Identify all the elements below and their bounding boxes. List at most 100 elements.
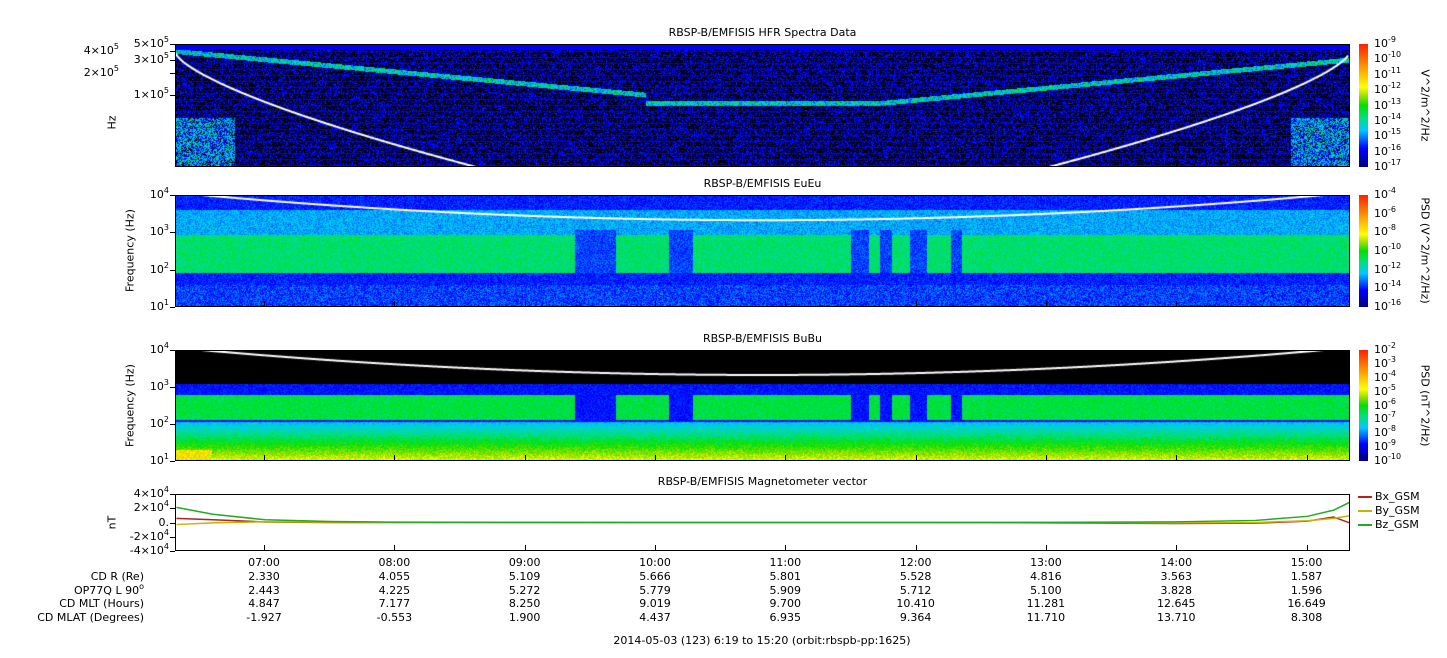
tick-exponent: -10 [1388, 452, 1402, 461]
tick-exponent: -15 [1388, 127, 1402, 137]
y-tick-mark [170, 536, 175, 538]
spectrogram-image [176, 351, 1349, 460]
x-tick-label: 11:00 [769, 556, 802, 569]
tick-exponent: -6 [1388, 396, 1396, 406]
colorbar-tick-label: 10-11 [1374, 66, 1401, 81]
ephemeris-value: 11.710 [1026, 610, 1066, 624]
colorbar-tick-label: 10-10 [1374, 452, 1402, 467]
tick-exponent: -16 [1388, 142, 1402, 152]
tick-exponent: -10 [1388, 242, 1402, 251]
y-tick-mark [170, 307, 175, 308]
tick-exponent: 5 [113, 42, 119, 52]
colorbar-tick-label: 10-15 [1374, 127, 1402, 142]
y-tick-label: 2×104 [99, 500, 169, 514]
ephemeris-value: 3.563 [1160, 570, 1193, 583]
tick-exponent: 5 [163, 85, 169, 95]
ephemeris-value: 5.666 [639, 570, 671, 583]
ephemeris-value: 13.710 [1157, 610, 1196, 624]
legend-swatch [1358, 496, 1372, 498]
tick-mantissa: 10 [1374, 426, 1388, 440]
colorbar-tick-label: 10-2 [1374, 342, 1396, 356]
ephemeris-label-text: OP77Q L 90 [74, 583, 140, 597]
tick-exponent: -8 [1388, 424, 1396, 434]
ephemeris-value: 9.019 [639, 597, 671, 610]
tick-mantissa: 10 [1374, 67, 1388, 81]
x-tick-mark [264, 455, 266, 461]
tick-exponent: -8 [1388, 223, 1396, 233]
tick-mantissa: 10 [149, 454, 164, 467]
tick-exponent: 5 [163, 35, 169, 44]
colorbar-label: V^2/m^2/Hz [1418, 68, 1432, 142]
tick-mantissa: 10 [149, 188, 164, 201]
tick-mantissa: 4×10 [133, 487, 164, 500]
tick-exponent: 4 [163, 341, 169, 350]
ephemeris-value: 9.364 [899, 610, 932, 624]
colorbar-tick-label: 10-14 [1374, 279, 1402, 295]
y-tick-mark [170, 44, 175, 45]
y-tick-label: 104 [99, 187, 169, 201]
line-plot [176, 501, 1349, 526]
colorbar-label: PSD (nT^2/Hz) [1418, 364, 1432, 446]
tick-exponent: -14 [1388, 279, 1402, 289]
ephemeris-value: 4.055 [378, 570, 411, 583]
tick-mantissa: 10 [1374, 281, 1388, 295]
colorbar-tick-label: 10-12 [1374, 261, 1401, 276]
tick-exponent: -12 [1388, 81, 1402, 91]
tick-exponent: -9 [1388, 438, 1396, 448]
y-tick-label: 5×105 [99, 35, 169, 50]
tick-mantissa: 10 [1374, 300, 1388, 313]
colorbar-tick-label: 10-8 [1374, 424, 1396, 440]
ephemeris-value: 9.700 [769, 597, 802, 610]
colorbar [1359, 44, 1368, 167]
ephemeris-value: 1.596 [1290, 583, 1323, 597]
legend-label: Bz_GSM [1375, 518, 1419, 531]
colorbar-tick-label: 10-12 [1374, 81, 1402, 96]
y-tick-label: 1×105 [99, 85, 169, 101]
tick-exponent: 4 [163, 527, 169, 537]
series-line-Bz_GSM [176, 501, 1349, 524]
x-tick-mark [264, 301, 266, 307]
x-tick-mark [1045, 161, 1047, 167]
y-tick-label: 2×105 [49, 64, 119, 79]
tick-exponent: 2 [163, 415, 169, 424]
tick-mantissa: 10 [1374, 398, 1388, 412]
tick-mantissa: 10 [1374, 454, 1388, 467]
x-tick-label: 07:00 [248, 556, 280, 569]
y-axis-label: Hz [105, 114, 119, 130]
y-tick-mark [170, 94, 175, 96]
colorbar-tick-label: 10-9 [1374, 438, 1396, 453]
x-tick-mark [394, 301, 396, 307]
x-tick-mark [1306, 301, 1308, 307]
y-tick-mark [170, 51, 175, 53]
x-tick-mark [394, 161, 396, 167]
x-tick-label: 13:00 [1030, 556, 1062, 569]
tick-mantissa: 10 [1374, 98, 1388, 112]
tick-exponent: 2 [163, 260, 169, 270]
ephemeris-value: 8.308 [1290, 610, 1323, 624]
legend-swatch [1358, 510, 1372, 512]
colorbar-tick-label: 10-16 [1374, 299, 1401, 313]
tick-exponent: -10 [1388, 50, 1402, 60]
tick-exponent: -4 [1388, 368, 1396, 378]
tick-mantissa: 10 [1374, 225, 1388, 239]
tick-mantissa: 10 [1374, 343, 1388, 356]
colorbar [1359, 195, 1368, 307]
ephemeris-value: 10.410 [896, 597, 935, 610]
y-tick-mark [170, 522, 175, 524]
x-tick-mark [1306, 455, 1308, 461]
x-tick-mark [654, 545, 656, 551]
ephemeris-value: 5.109 [508, 570, 541, 583]
colorbar-tick-label: 10-10 [1374, 242, 1402, 257]
plot-area-2 [175, 350, 1350, 461]
y-axis-label: Frequency (Hz) [123, 209, 137, 292]
tick-exponent: 4 [163, 542, 169, 551]
tick-mantissa: 10 [1374, 144, 1388, 158]
tick-exponent: -6 [1388, 204, 1396, 214]
x-tick-label: 08:00 [378, 556, 411, 569]
tick-mantissa: 3×10 [133, 53, 164, 67]
ephemeris-value: 1.587 [1290, 570, 1323, 583]
ephemeris-label: CD MLT (Hours) [59, 598, 144, 610]
tick-mantissa: 10 [1374, 262, 1388, 276]
tick-exponent: 4 [163, 485, 169, 494]
